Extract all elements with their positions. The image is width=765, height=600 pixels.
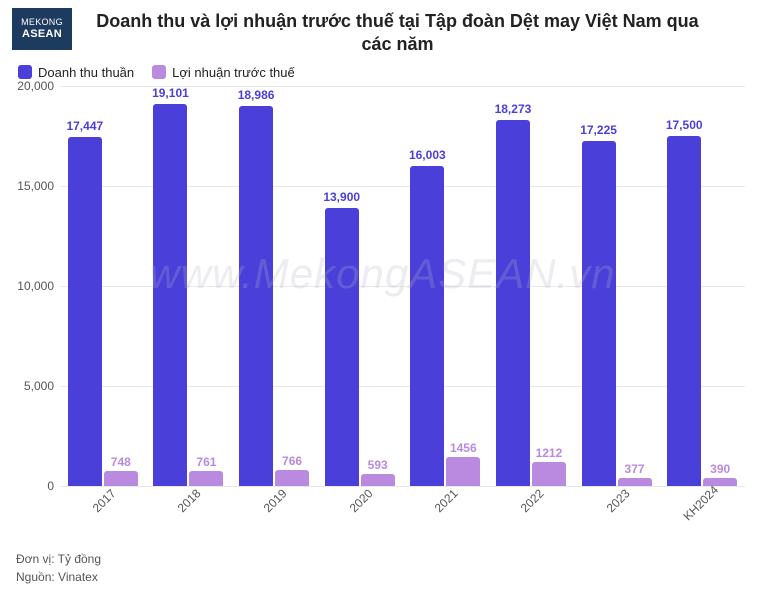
bar: 377 [618, 478, 652, 486]
bar-value-label: 19,101 [152, 86, 189, 100]
bar: 17,500 [667, 136, 701, 486]
x-tick-label: KH2024 [681, 483, 722, 524]
bar: 766 [275, 470, 309, 485]
bar: 593 [361, 474, 395, 486]
bar-group: 17,500 390 [659, 136, 745, 486]
x-tick-label: 2018 [175, 486, 204, 515]
bar: 1212 [532, 462, 566, 486]
x-tick-label: 2019 [261, 486, 290, 515]
x-tick-label: 2017 [90, 486, 119, 515]
x-tick-label: 2020 [346, 486, 375, 515]
bar-value-label: 1212 [536, 446, 563, 460]
bar-group: 18,986766 [231, 106, 317, 486]
chart-title: Doanh thu và lợi nhuận trước thuế tại Tậ… [82, 8, 753, 57]
bar-value-label: 18,273 [495, 102, 532, 116]
bar-value-label: 16,003 [409, 148, 446, 162]
bar-value-label: 13,900 [323, 190, 360, 204]
chart-footer: Đơn vị: Tỷ đồng Nguồn: Vinatex [16, 550, 101, 586]
bar: 19,101 [153, 104, 187, 486]
bar: 17,447 [68, 137, 102, 486]
gridline [60, 486, 745, 487]
bar-group: 17,447748 [60, 137, 146, 486]
bar: 16,003 [410, 166, 444, 486]
bar: 18,986 [239, 106, 273, 486]
bar-value-label: 17,500 [666, 118, 703, 132]
legend-item-1: Lợi nhuận trước thuế [152, 65, 295, 80]
logo-line1: MEKONG [21, 18, 63, 28]
bar: 1456 [446, 457, 480, 486]
footer-unit: Đơn vị: Tỷ đồng [16, 550, 101, 568]
logo-line2: ASEAN [22, 28, 62, 40]
y-tick-label: 15,000 [6, 179, 54, 193]
x-tick-label: 2021 [432, 486, 461, 515]
chart-plot-area: 05,00010,00015,00020,00017,44774819,1017… [60, 86, 745, 486]
bar-value-label: 377 [625, 462, 645, 476]
bar-value-label: 593 [368, 458, 388, 472]
bar-group: 18,2731212 [488, 120, 574, 485]
logo: MEKONG ASEAN [12, 8, 72, 50]
bar-group: 17,225377 [574, 141, 660, 486]
bar-value-label: 17,447 [66, 119, 103, 133]
bar-group: 16,0031456 [403, 166, 489, 486]
bar-group: 19,101761 [146, 104, 232, 486]
y-tick-label: 5,000 [6, 379, 54, 393]
x-tick-label: 2022 [518, 486, 547, 515]
legend-swatch-0 [18, 65, 32, 79]
legend-item-0: Doanh thu thuần [18, 65, 134, 80]
bar: 13,900 [325, 208, 359, 486]
bar-value-label: 766 [282, 454, 302, 468]
x-tick-label: 2023 [603, 486, 632, 515]
footer-source: Nguồn: Vinatex [16, 568, 101, 586]
legend-label-1: Lợi nhuận trước thuế [172, 65, 295, 80]
legend-swatch-1 [152, 65, 166, 79]
bar-value-label: 761 [196, 455, 216, 469]
bar-group: 13,900593 [317, 208, 403, 486]
legend: Doanh thu thuần Lợi nhuận trước thuế [0, 65, 765, 80]
bar: 17,225 [582, 141, 616, 486]
y-tick-label: 10,000 [6, 279, 54, 293]
bar: 18,273 [496, 120, 530, 485]
y-tick-label: 0 [6, 479, 54, 493]
bar-value-label: 390 [710, 462, 730, 476]
y-tick-label: 20,000 [6, 79, 54, 93]
x-axis: 2017201820192020202120222023KH2024 [60, 492, 745, 542]
bar-value-label: 18,986 [238, 88, 275, 102]
legend-label-0: Doanh thu thuần [38, 65, 134, 80]
bar-value-label: 17,225 [580, 123, 617, 137]
bar-value-label: 748 [111, 455, 131, 469]
bar: 748 [104, 471, 138, 486]
bar-value-label: 1456 [450, 441, 477, 455]
bar: 761 [189, 471, 223, 486]
